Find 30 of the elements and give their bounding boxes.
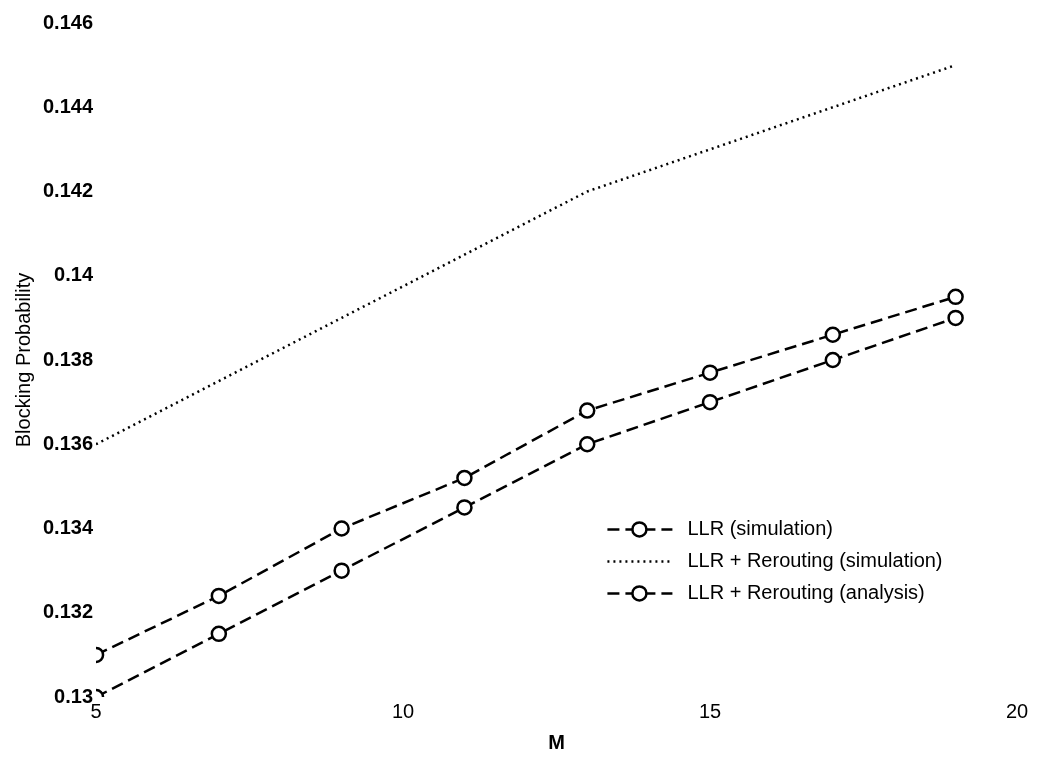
- x-axis-title: M: [548, 730, 565, 753]
- y-tick-label: 0.132: [42, 600, 94, 623]
- legend-label: LLR + Rerouting (analysis): [687, 580, 925, 603]
- point: [210, 625, 228, 643]
- y-tick-label: 0.134: [42, 516, 94, 539]
- y-tick-label: 0.138: [42, 347, 94, 370]
- y-tick-label: 0.142: [42, 179, 94, 202]
- point: [824, 326, 842, 343]
- x-tick-label: 20: [1005, 699, 1029, 722]
- point: [456, 499, 473, 516]
- point: [333, 562, 350, 579]
- point: [210, 587, 228, 605]
- y-tick-label: 0.14: [54, 263, 94, 286]
- y-axis-title: Blocking Probability: [11, 272, 34, 448]
- y-tick-label: 0.144: [42, 94, 94, 117]
- point: [456, 469, 473, 487]
- point: [701, 393, 719, 411]
- point: [947, 309, 964, 327]
- x-tick-label: 15: [698, 699, 722, 722]
- point: [333, 520, 350, 537]
- x-tick-label: 10: [391, 699, 415, 722]
- y-tick-label: 0.136: [42, 431, 94, 454]
- point: [701, 364, 719, 381]
- point: [824, 351, 842, 369]
- legend-label: LLR (simulation): [687, 516, 834, 539]
- point: [578, 402, 596, 419]
- y-tick-label: 0.146: [42, 10, 94, 33]
- point: [947, 288, 964, 306]
- point: [578, 436, 596, 453]
- legend-label: LLR + Rerouting (simulation): [687, 548, 943, 571]
